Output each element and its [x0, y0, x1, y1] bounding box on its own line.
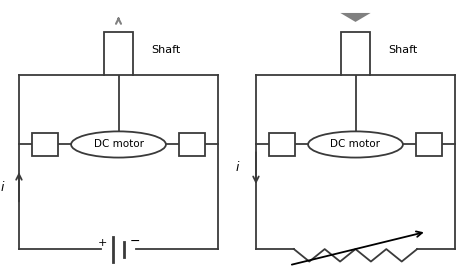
- Text: $i$: $i$: [235, 160, 240, 174]
- Text: +: +: [98, 238, 107, 248]
- Text: DC motor: DC motor: [330, 139, 381, 150]
- Bar: [416, 133, 442, 156]
- Bar: [32, 133, 58, 156]
- Text: −: −: [129, 235, 140, 248]
- Text: Shaft: Shaft: [152, 45, 181, 55]
- Text: Shaft: Shaft: [389, 45, 418, 55]
- Text: $i$: $i$: [0, 180, 5, 194]
- Bar: [179, 133, 205, 156]
- Polygon shape: [340, 13, 371, 22]
- Ellipse shape: [308, 131, 403, 158]
- Bar: [341, 32, 370, 75]
- Ellipse shape: [71, 131, 166, 158]
- Bar: [104, 32, 133, 75]
- Text: DC motor: DC motor: [93, 139, 144, 150]
- Bar: [269, 133, 295, 156]
